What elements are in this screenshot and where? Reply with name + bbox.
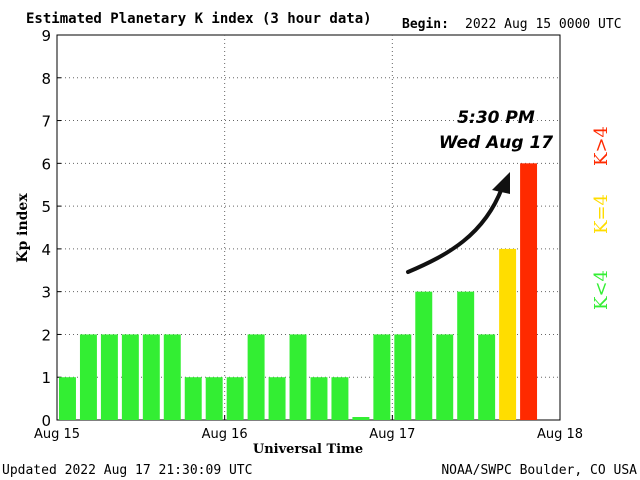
y-tick-label: 6	[41, 155, 51, 173]
x-tick-label: Aug 15	[34, 427, 80, 442]
kp-bar	[100, 334, 118, 420]
begin-label: Begin:	[402, 17, 449, 32]
plot-frame	[56, 34, 561, 421]
x-axis-label: Universal Time	[253, 442, 363, 457]
y-tick-label: 1	[41, 369, 51, 387]
legend-low: K<4	[591, 270, 612, 310]
kp-bar	[163, 334, 181, 420]
x-tick-label: Aug 16	[202, 427, 248, 442]
kp-bar	[415, 291, 433, 420]
x-tick-label: Aug 17	[369, 427, 415, 442]
kp-bar	[289, 334, 307, 420]
kp-bar	[268, 377, 286, 420]
kp-bar	[457, 291, 475, 420]
y-tick-label: 5	[41, 198, 51, 216]
kp-bar	[79, 334, 97, 420]
annotation-date: Wed Aug 17	[439, 133, 553, 153]
begin-value: 2022 Aug 15 0000 UTC	[465, 17, 622, 32]
kp-bar	[331, 377, 349, 420]
y-tick-label: 3	[41, 284, 51, 302]
kp-bar	[352, 417, 370, 420]
grid-lines	[57, 35, 560, 420]
kp-bar	[247, 334, 265, 420]
legend-high: K>4	[591, 126, 612, 166]
y-tick-label: 2	[41, 326, 51, 344]
kp-bar	[436, 334, 454, 420]
updated-timestamp: Updated 2022 Aug 17 21:30:09 UTC	[2, 463, 252, 478]
kp-bar	[373, 334, 391, 420]
kp-bar	[121, 334, 139, 420]
kp-bar	[205, 377, 223, 420]
kp-bar	[59, 377, 76, 420]
kp-bar	[478, 334, 496, 420]
x-tick-label: Aug 18	[537, 427, 583, 442]
kp-bar	[310, 377, 328, 420]
y-axis-label: Kp index	[15, 193, 31, 263]
y-tick-labels: 0 1 2 3 4 5 6 7 8 9	[41, 27, 61, 430]
chart-title: Estimated Planetary K index (3 hour data…	[26, 11, 372, 27]
x-tick-labels: Aug 15 Aug 16 Aug 17 Aug 18	[34, 415, 583, 442]
kp-bar	[520, 163, 538, 421]
kp-bar	[394, 334, 412, 420]
kp-bar	[142, 334, 160, 420]
y-tick-label: 0	[41, 412, 51, 430]
annotation-time: 5:30 PM	[457, 108, 535, 128]
y-tick-label: 4	[41, 241, 51, 259]
bars	[59, 163, 538, 421]
credit-text: NOAA/SWPC Boulder, CO USA	[441, 463, 637, 478]
kp-bar	[184, 377, 202, 420]
annotation-arrow	[406, 172, 510, 274]
kp-bar	[499, 248, 517, 420]
y-tick-label: 7	[41, 113, 51, 131]
kp-bar	[226, 377, 244, 420]
y-tick-label: 9	[41, 27, 51, 45]
y-tick-label: 8	[41, 70, 51, 88]
legend-mid: K=4	[591, 194, 612, 234]
